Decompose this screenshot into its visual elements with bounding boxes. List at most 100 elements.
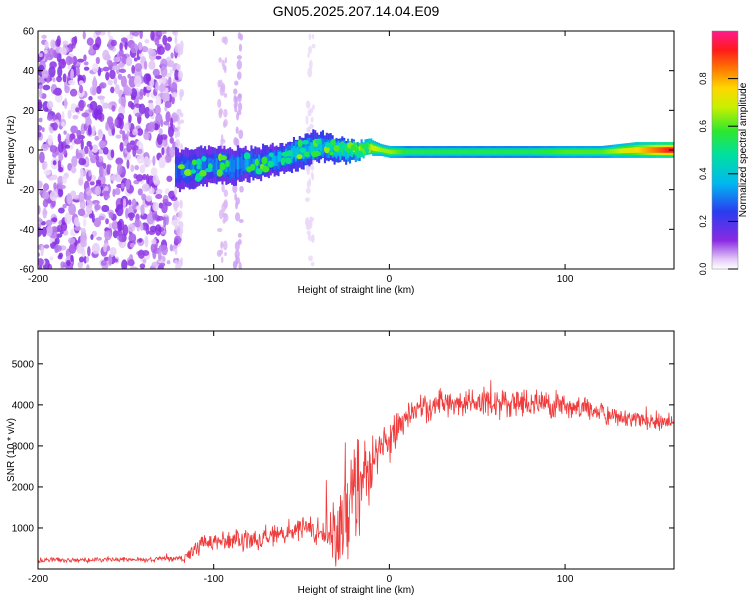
spectrogram-noise-blob	[164, 188, 170, 195]
spectrogram-noise-blob	[57, 175, 64, 186]
spectrogram-noise-blob	[120, 37, 128, 43]
colorbar-axes: 0.0 0.2 0.4 0.6 0.8	[698, 30, 739, 275]
spectrogram-noise-blob	[43, 183, 50, 191]
spectrogram-signal-cell	[289, 151, 292, 162]
spectrogram-signal-cell	[480, 149, 483, 155]
snr-y-tick-label: 3000	[12, 441, 35, 452]
spectrogram-noise-blob	[114, 187, 121, 196]
spectrogram-noise-blob	[40, 144, 49, 152]
spectrogram-noise-blob	[108, 164, 112, 169]
spectrogram-x-axis-label: Height of straight line (km)	[298, 285, 415, 296]
spectrogram-signal-cell	[426, 149, 429, 155]
snr-x-axis-label: Height of straight line (km)	[298, 585, 415, 596]
spectrogram-sparse-blob	[236, 55, 242, 60]
spectrogram-signal-spot	[297, 139, 303, 148]
spectrogram-signal-cell	[240, 156, 243, 169]
spectrogram-signal-cell	[606, 149, 609, 154]
spectrogram-noise-blob	[68, 144, 74, 150]
spectrogram-signal-cell	[258, 154, 261, 166]
spectrogram-noise-blob	[52, 89, 60, 95]
spectrogram-y-tick-label: -40	[20, 225, 35, 236]
spectrogram-signal-cell	[182, 164, 185, 179]
spectrogram-signal-spot	[219, 155, 227, 161]
spectrogram-signal-cell	[468, 149, 471, 155]
spectrogram-signal-cell	[461, 149, 464, 155]
spectrogram-noise-blob	[148, 109, 153, 116]
spectrogram-y-tick-label: 60	[23, 27, 35, 38]
spectrogram-signal-cell	[642, 147, 645, 153]
spectrogram-noise-blob	[114, 208, 119, 213]
spectrogram-signal-cell	[663, 147, 667, 153]
spectrogram-noise-blob	[161, 202, 168, 214]
spectrogram-sparse-blob	[222, 240, 228, 251]
spectrogram-sparse-blob	[180, 91, 184, 98]
spectrogram-noise-blob	[141, 183, 150, 192]
spectrogram-noise-blob	[91, 87, 97, 96]
spectrogram-sparse-blob	[236, 71, 242, 80]
spectrogram-noise-blob	[60, 261, 65, 268]
spectrogram-noise-blob	[85, 187, 92, 196]
spectrogram-noise-blob	[145, 223, 150, 235]
spectrogram-noise-blob	[86, 37, 94, 46]
spectrogram-sparse-blob	[218, 57, 222, 63]
spectrogram-noise-blob	[171, 112, 178, 123]
spectrogram-noise-blob	[98, 140, 107, 148]
spectrogram-noise-blob	[42, 191, 50, 200]
spectrogram-noise-blob	[138, 238, 143, 243]
spectrogram-signal-spot	[338, 142, 345, 149]
spectrogram-noise-blob	[68, 79, 76, 86]
spectrogram-noise-blob	[81, 112, 90, 118]
spectrogram-signal-cell	[277, 151, 280, 163]
spectrogram-signal-cell	[432, 149, 435, 155]
spectrogram-noise-blob	[169, 244, 174, 252]
spectrogram-x-tick-label: -100	[204, 274, 224, 285]
spectrogram-signal-cell	[532, 149, 535, 155]
spectrogram-signal-cell	[528, 149, 531, 155]
spectrogram-noise-blob	[57, 187, 64, 197]
spectrogram-signal-cell	[339, 144, 342, 160]
spectrogram-sparse-blob	[221, 82, 226, 93]
spectrogram-noise-blob	[41, 69, 49, 78]
spectrogram-signal-cell	[248, 156, 251, 169]
spectrogram-signal-cell	[667, 147, 670, 153]
spectrogram-signal-cell	[205, 158, 209, 172]
spectrogram-signal-cell	[619, 148, 622, 154]
spectrogram-signal-cell	[457, 149, 460, 155]
spectrogram-noise-blob	[101, 204, 110, 213]
spectrogram-noise-blob	[42, 84, 51, 91]
spectrogram-sparse-blob	[238, 129, 244, 140]
spectrogram-signal-cell	[341, 146, 344, 155]
spectrogram-noise-blob	[63, 130, 67, 135]
spectrogram-sparse-blob	[223, 93, 228, 98]
spectrogram-noise-blob	[84, 145, 89, 155]
spectrogram-sparse-blob	[224, 251, 227, 257]
spectrogram-noise-blob	[78, 157, 87, 166]
spectrogram-signal-cell	[617, 148, 620, 154]
spectrogram-noise-blob	[38, 131, 42, 138]
spectrogram-noise-blob	[90, 234, 94, 241]
spectrogram-noise-blob	[71, 155, 78, 168]
spectrogram-signal-cell	[596, 149, 599, 155]
spectrogram-sparse-blob	[217, 227, 223, 233]
spectrogram-sparse-blob	[174, 43, 180, 53]
spectrogram-noise-blob	[128, 233, 137, 244]
spectrogram-sparse-blob	[235, 126, 239, 134]
spectrogram-signal-cell	[623, 148, 626, 154]
spectrogram-y-tick-label: -60	[20, 265, 35, 276]
spectrogram-signal-spot	[329, 151, 334, 156]
spectrogram-signal-cell	[638, 147, 641, 153]
spectrogram-noise-blob	[79, 84, 84, 94]
spectrogram-signal-cell	[520, 149, 524, 155]
spectrogram-signal-cell	[652, 147, 655, 153]
spectrogram-noise-blob	[115, 204, 124, 217]
spectrogram-sparse-blob	[304, 197, 311, 202]
spectrogram-noise-blob	[156, 133, 163, 145]
spectrogram-noise-blob	[54, 244, 59, 254]
spectrogram-noise-blob	[126, 142, 132, 153]
spectrogram-noise-blob	[76, 58, 85, 63]
spectrogram-signal-cell	[319, 141, 323, 152]
spectrogram-noise-blob	[155, 55, 162, 60]
spectrogram-noise-blob	[45, 219, 53, 227]
spectrogram-sparse-blob	[306, 127, 311, 133]
spectrogram-noise-blob	[58, 141, 64, 153]
